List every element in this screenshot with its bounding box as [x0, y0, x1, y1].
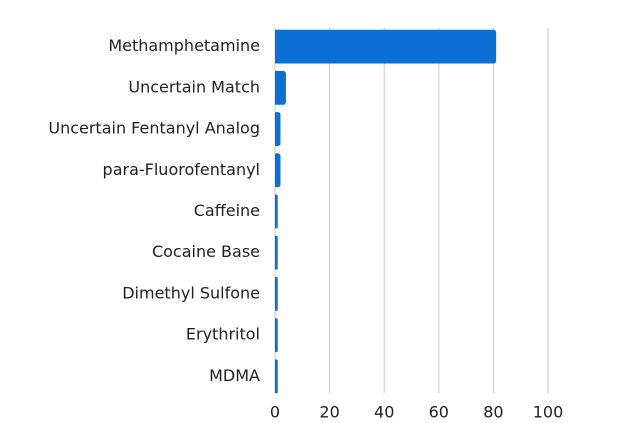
x-tick-label: 20: [319, 403, 339, 422]
bar: [275, 29, 497, 64]
y-tick-label: MDMA: [209, 366, 260, 385]
bar: [275, 359, 278, 394]
bar: [275, 153, 281, 188]
y-tick-label: Dimethyl Sulfone: [122, 283, 260, 302]
y-tick-label: Cocaine Base: [152, 242, 260, 261]
bar: [275, 112, 281, 146]
x-tick-label: 60: [429, 403, 449, 422]
x-tick-label: 40: [374, 403, 394, 422]
x-tick-label: 0: [270, 403, 280, 422]
y-tick-label: Methamphetamine: [108, 36, 260, 55]
bar: [275, 235, 278, 270]
y-tick-label: Caffeine: [194, 201, 260, 220]
bar: [275, 318, 278, 353]
y-tick-label: Erythritol: [186, 325, 260, 344]
y-tick-label: Uncertain Match: [128, 77, 260, 96]
bar: [275, 277, 278, 311]
y-tick-label: para-Fluorofentanyl: [103, 160, 260, 179]
bar: [275, 70, 286, 105]
x-tick-label: 100: [533, 403, 564, 422]
x-tick-label: 80: [483, 403, 503, 422]
y-tick-label: Uncertain Fentanyl Analog: [48, 119, 260, 138]
bar: [275, 194, 278, 229]
